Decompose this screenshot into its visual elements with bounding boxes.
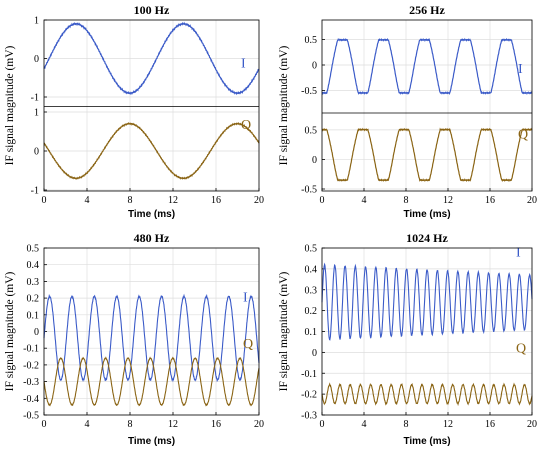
y-tick-label: 0 <box>312 348 317 359</box>
x-tick-label: 16 <box>211 419 221 430</box>
y-tick-label: 0.4 <box>27 260 40 271</box>
y-tick-label: 0.5 <box>305 35 318 46</box>
y-tick-label: 0.4 <box>305 264 318 275</box>
y-tick-label: 0 <box>312 61 317 72</box>
plot-frame <box>43 247 260 416</box>
y-axis-label: IF signal magnitude (mV) <box>278 45 290 165</box>
y-tick-label: 0.5 <box>27 244 40 255</box>
chart-panel-4: 1024 Hz 0.5 0.4 0.3 0.2 0.1 0 -0.1 -0.2 -0.3 I Q 0 4 8… <box>278 231 537 447</box>
y-tick-label: 0.3 <box>305 285 318 296</box>
series-line-I <box>43 293 260 383</box>
chart-title: 100 Hz <box>134 3 170 17</box>
y-tick-label: -0.1 <box>301 369 317 380</box>
chart-title: 1024 Hz <box>406 231 448 245</box>
y-tick-label: 0.3 <box>27 277 40 288</box>
x-tick-label: 12 <box>168 419 178 430</box>
x-tick-label: 4 <box>362 419 367 430</box>
y-tick-label: 0.5 <box>305 244 318 255</box>
chart-title: 480 Hz <box>134 231 170 245</box>
y-tick-label: 0.5 <box>305 125 318 136</box>
x-tick-label: 0 <box>320 419 325 430</box>
x-tick-label: 4 <box>85 419 90 430</box>
series-label-I: I <box>243 290 248 305</box>
y-tick-label: -0.5 <box>23 411 39 422</box>
plot-frame <box>43 19 260 192</box>
y-tick-label: 0 <box>312 155 317 166</box>
y-tick-label: -0.5 <box>301 86 317 97</box>
y-tick-label: -0.1 <box>23 344 39 355</box>
series-line-Q <box>43 121 260 181</box>
x-tick-label: 20 <box>527 195 537 206</box>
series-line-Q <box>321 382 533 407</box>
y-tick-label: 1 <box>34 16 39 27</box>
x-tick-label: 16 <box>485 419 495 430</box>
x-axis-label: Time (ms) <box>128 209 175 220</box>
y-tick-label: -0.3 <box>301 411 317 422</box>
series-line-I <box>43 21 260 96</box>
y-axis-label: IF signal magnitude (mV) <box>4 271 16 391</box>
x-tick-label: 12 <box>443 419 453 430</box>
series-line-Q <box>43 356 260 407</box>
y-tick-label: 0.1 <box>27 310 40 321</box>
x-axis-label: Time (ms) <box>403 209 450 220</box>
plot-frame <box>321 247 533 416</box>
y-tick-label: 0 <box>34 54 39 65</box>
x-tick-label: 16 <box>485 195 495 206</box>
y-tick-label: -0.3 <box>23 377 39 388</box>
x-tick-label: 0 <box>42 195 47 206</box>
y-tick-label: -0.2 <box>301 390 317 401</box>
chart-panel-3: 480 Hz 0.5 0.4 0.3 0.2 0.1 0 -0.1 -0.2 -0.3 -0.4 -0… <box>4 231 264 447</box>
x-tick-label: 16 <box>211 195 221 206</box>
y-tick-label: -0.2 <box>23 360 39 371</box>
series-line-I <box>321 262 533 341</box>
y-tick-label: 0.2 <box>27 294 40 305</box>
x-tick-label: 12 <box>168 195 178 206</box>
x-tick-label: 8 <box>128 195 133 206</box>
series-label-I: I <box>518 62 523 77</box>
series-line-Q <box>321 127 533 183</box>
series-label-I: I <box>241 57 246 72</box>
series-label-I: I <box>516 245 521 260</box>
x-tick-label: 8 <box>128 419 133 430</box>
y-tick-label: 1 <box>34 108 39 119</box>
series-label-Q: Q <box>518 127 528 142</box>
x-axis-label: Time (ms) <box>403 436 450 447</box>
x-tick-label: 4 <box>362 195 367 206</box>
y-tick-label: 0 <box>34 147 39 158</box>
y-tick-label: -1 <box>31 186 39 197</box>
series-line-I <box>321 37 533 96</box>
y-tick-label: -0.4 <box>23 394 39 405</box>
y-axis-label: IF signal magnitude (mV) <box>4 45 16 165</box>
x-tick-label: 20 <box>254 195 264 206</box>
x-tick-label: 20 <box>527 419 537 430</box>
chart-title: 256 Hz <box>409 3 445 17</box>
series-label-Q: Q <box>516 341 526 356</box>
y-axis-label: IF signal magnitude (mV) <box>278 271 290 391</box>
x-tick-label: 0 <box>320 195 325 206</box>
x-tick-label: 8 <box>404 419 409 430</box>
series-label-Q: Q <box>241 118 251 133</box>
x-tick-label: 20 <box>254 419 264 430</box>
y-tick-label: 0 <box>34 327 39 338</box>
plot-frame <box>321 19 533 192</box>
x-tick-label: 4 <box>85 195 90 206</box>
y-tick-label: 0.1 <box>305 327 318 338</box>
y-tick-label: -0.5 <box>301 185 317 196</box>
x-axis-label: Time (ms) <box>128 436 175 447</box>
x-tick-label: 12 <box>443 195 453 206</box>
y-tick-label: -1 <box>31 93 39 104</box>
x-tick-label: 8 <box>404 195 409 206</box>
series-label-Q: Q <box>243 337 253 352</box>
x-tick-label: 0 <box>42 419 47 430</box>
y-tick-label: 0.2 <box>305 306 318 317</box>
